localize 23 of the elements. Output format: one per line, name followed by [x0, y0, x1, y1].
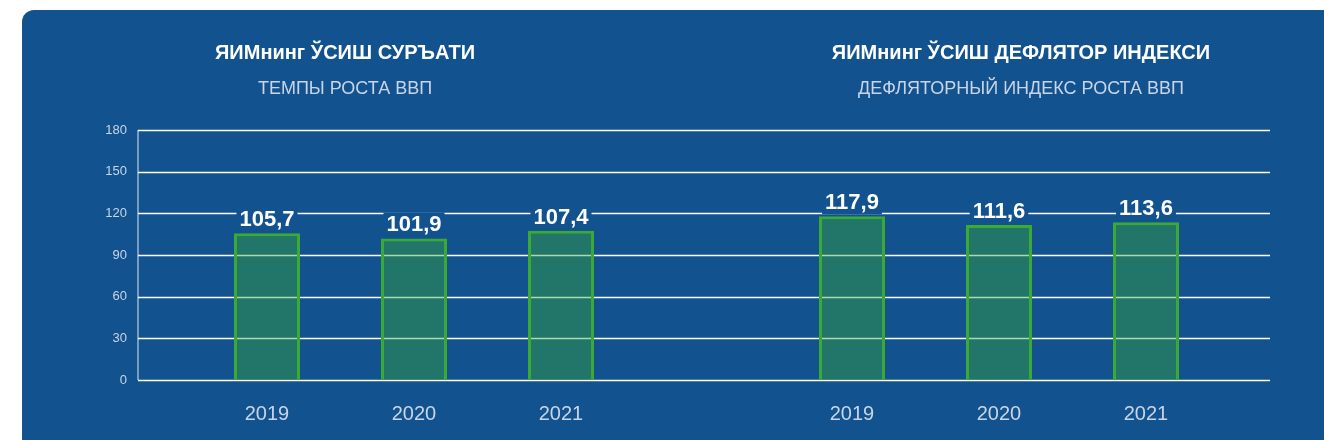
data-label: 101,9 [386, 211, 442, 237]
x-tick-label: 2020 [976, 401, 1022, 424]
y-tick-label: 0 [119, 371, 127, 387]
y-tick-label: 180 [105, 121, 127, 137]
data-label: 113,6 [1119, 195, 1173, 221]
chart-subtitle: ДЕФЛЯТОРНЫЙ ИНДЕКС РОСТА ВВП [858, 77, 1184, 99]
y-tick-label: 60 [112, 288, 127, 304]
x-tick-label: 2019 [244, 401, 290, 424]
y-tick-label: 30 [112, 329, 127, 345]
chart-title: ЯИМнинг ЎСИШ СУРЪАТИ [214, 40, 476, 64]
y-tick-label: 90 [112, 246, 127, 262]
y-tick-label: 150 [105, 163, 127, 179]
y-tick-label: 120 [105, 204, 127, 220]
x-tick-label: 2019 [829, 401, 875, 424]
chart-title: ЯИМнинг ЎСИШ ДЕФЛЯТОР ИНДЕКСИ [831, 40, 1211, 64]
chart-subtitle: ТЕМПЫ РОСТА ВВП [257, 77, 433, 99]
data-label: 117,9 [825, 189, 879, 215]
x-tick-label: 2021 [1123, 401, 1169, 424]
x-tick-label: 2021 [538, 401, 584, 424]
x-tick-label: 2020 [391, 401, 437, 424]
data-label: 107,4 [533, 203, 590, 229]
data-label: 111,6 [972, 198, 1026, 223]
data-label: 105,7 [239, 206, 295, 232]
